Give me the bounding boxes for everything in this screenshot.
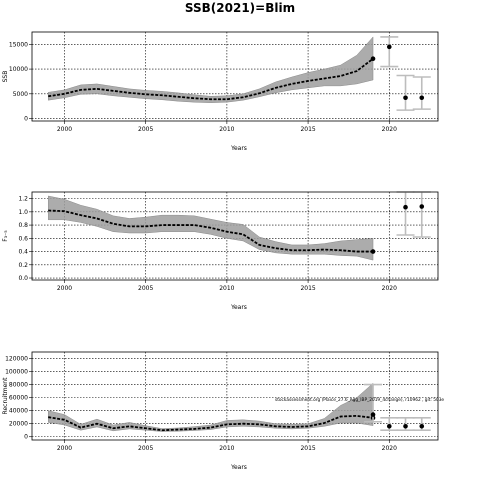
x-tick-label: 2005 <box>138 126 153 133</box>
y-tick-label: 100000 <box>5 369 28 376</box>
projection-2021 <box>396 417 415 432</box>
last-estimate-point <box>370 56 376 61</box>
y-tick-label: 0 <box>24 434 28 441</box>
y-tick-label: 0.4 <box>18 249 28 256</box>
x-axis-label: Years <box>230 464 247 471</box>
y-tick-label: 15000 <box>9 41 28 48</box>
projection-2022 <box>412 417 431 432</box>
y-tick-label: 1.2 <box>18 196 28 203</box>
projection-point <box>403 95 408 101</box>
y-axis-label: Recruitment <box>2 377 9 415</box>
source-annotation: stockassessment.org (Plaice_27.6_Agg_IBP… <box>275 397 444 403</box>
y-tick-label: 0.8 <box>18 222 28 229</box>
x-tick-label: 2010 <box>219 285 234 292</box>
axes-frame <box>31 31 439 122</box>
figure-title: SSB(2021)=Blim <box>185 1 295 15</box>
x-axis-label: Years <box>230 304 247 311</box>
estimate-line <box>48 57 374 101</box>
y-tick-label: 80000 <box>9 382 28 389</box>
projection-point <box>419 95 425 101</box>
panel-2: 2000 2005 2010 2015 2020 0.0 0.2 0.4 0.6 0.8 1.0 1.… <box>2 191 439 311</box>
projection-2019 <box>364 383 383 423</box>
y-tick-label: 0.0 <box>18 275 28 282</box>
estimate-line <box>48 209 374 253</box>
y-tick-label: 5000 <box>13 91 28 98</box>
x-tick-label: 2000 <box>57 445 72 452</box>
x-tick-label: 2020 <box>382 445 397 452</box>
projection-point <box>370 412 376 417</box>
confidence-band <box>48 36 374 103</box>
y-tick-label: 20000 <box>9 421 28 428</box>
x-tick-label: 2015 <box>300 445 315 452</box>
y-tick-label: 0.2 <box>18 262 28 269</box>
x-tick-label: 2020 <box>382 126 397 133</box>
x-axis-label: Years <box>230 145 247 152</box>
estimate-line <box>48 414 374 432</box>
projection-2021 <box>396 74 415 111</box>
projection-2022 <box>412 76 431 110</box>
axes-frame <box>31 351 439 441</box>
x-tick-label: 2010 <box>219 445 234 452</box>
y-tick-label: 60000 <box>9 395 28 402</box>
axes-frame <box>31 191 439 281</box>
x-tick-label: 2005 <box>138 285 153 292</box>
last-estimate-point <box>370 249 376 254</box>
projection-2020 <box>380 417 399 432</box>
x-tick-label: 2020 <box>382 285 397 292</box>
panel-1: 2000 2005 2010 2015 2020 0 5000 10000 15000 Years… <box>2 31 439 152</box>
x-tick-label: 2015 <box>300 285 315 292</box>
y-axis-label: SSB <box>2 71 9 83</box>
x-tick-label: 2000 <box>57 285 72 292</box>
projection-point <box>403 204 408 210</box>
projection-point <box>386 44 392 50</box>
y-tick-label: 0 <box>24 116 28 123</box>
x-tick-label: 2000 <box>57 126 72 133</box>
x-tick-label: 2015 <box>300 126 315 133</box>
panel-3: 2000 2005 2010 2015 2020 0 20000 40000 60000 8000… <box>2 351 444 471</box>
y-tick-label: 0.6 <box>18 235 28 242</box>
x-tick-label: 2010 <box>219 126 234 133</box>
projection-point <box>386 424 392 429</box>
y-tick-label: 40000 <box>9 408 28 415</box>
projection-point <box>403 424 408 429</box>
projection-point <box>419 204 425 209</box>
y-tick-label: 10000 <box>9 66 28 73</box>
x-tick-label: 2005 <box>138 445 153 452</box>
y-tick-label: 120000 <box>5 356 28 363</box>
projection-point <box>419 424 425 429</box>
projection-2020 <box>380 36 399 68</box>
y-tick-label: 1.0 <box>18 209 28 216</box>
y-axis-label: F₃₋₅ <box>2 230 9 242</box>
